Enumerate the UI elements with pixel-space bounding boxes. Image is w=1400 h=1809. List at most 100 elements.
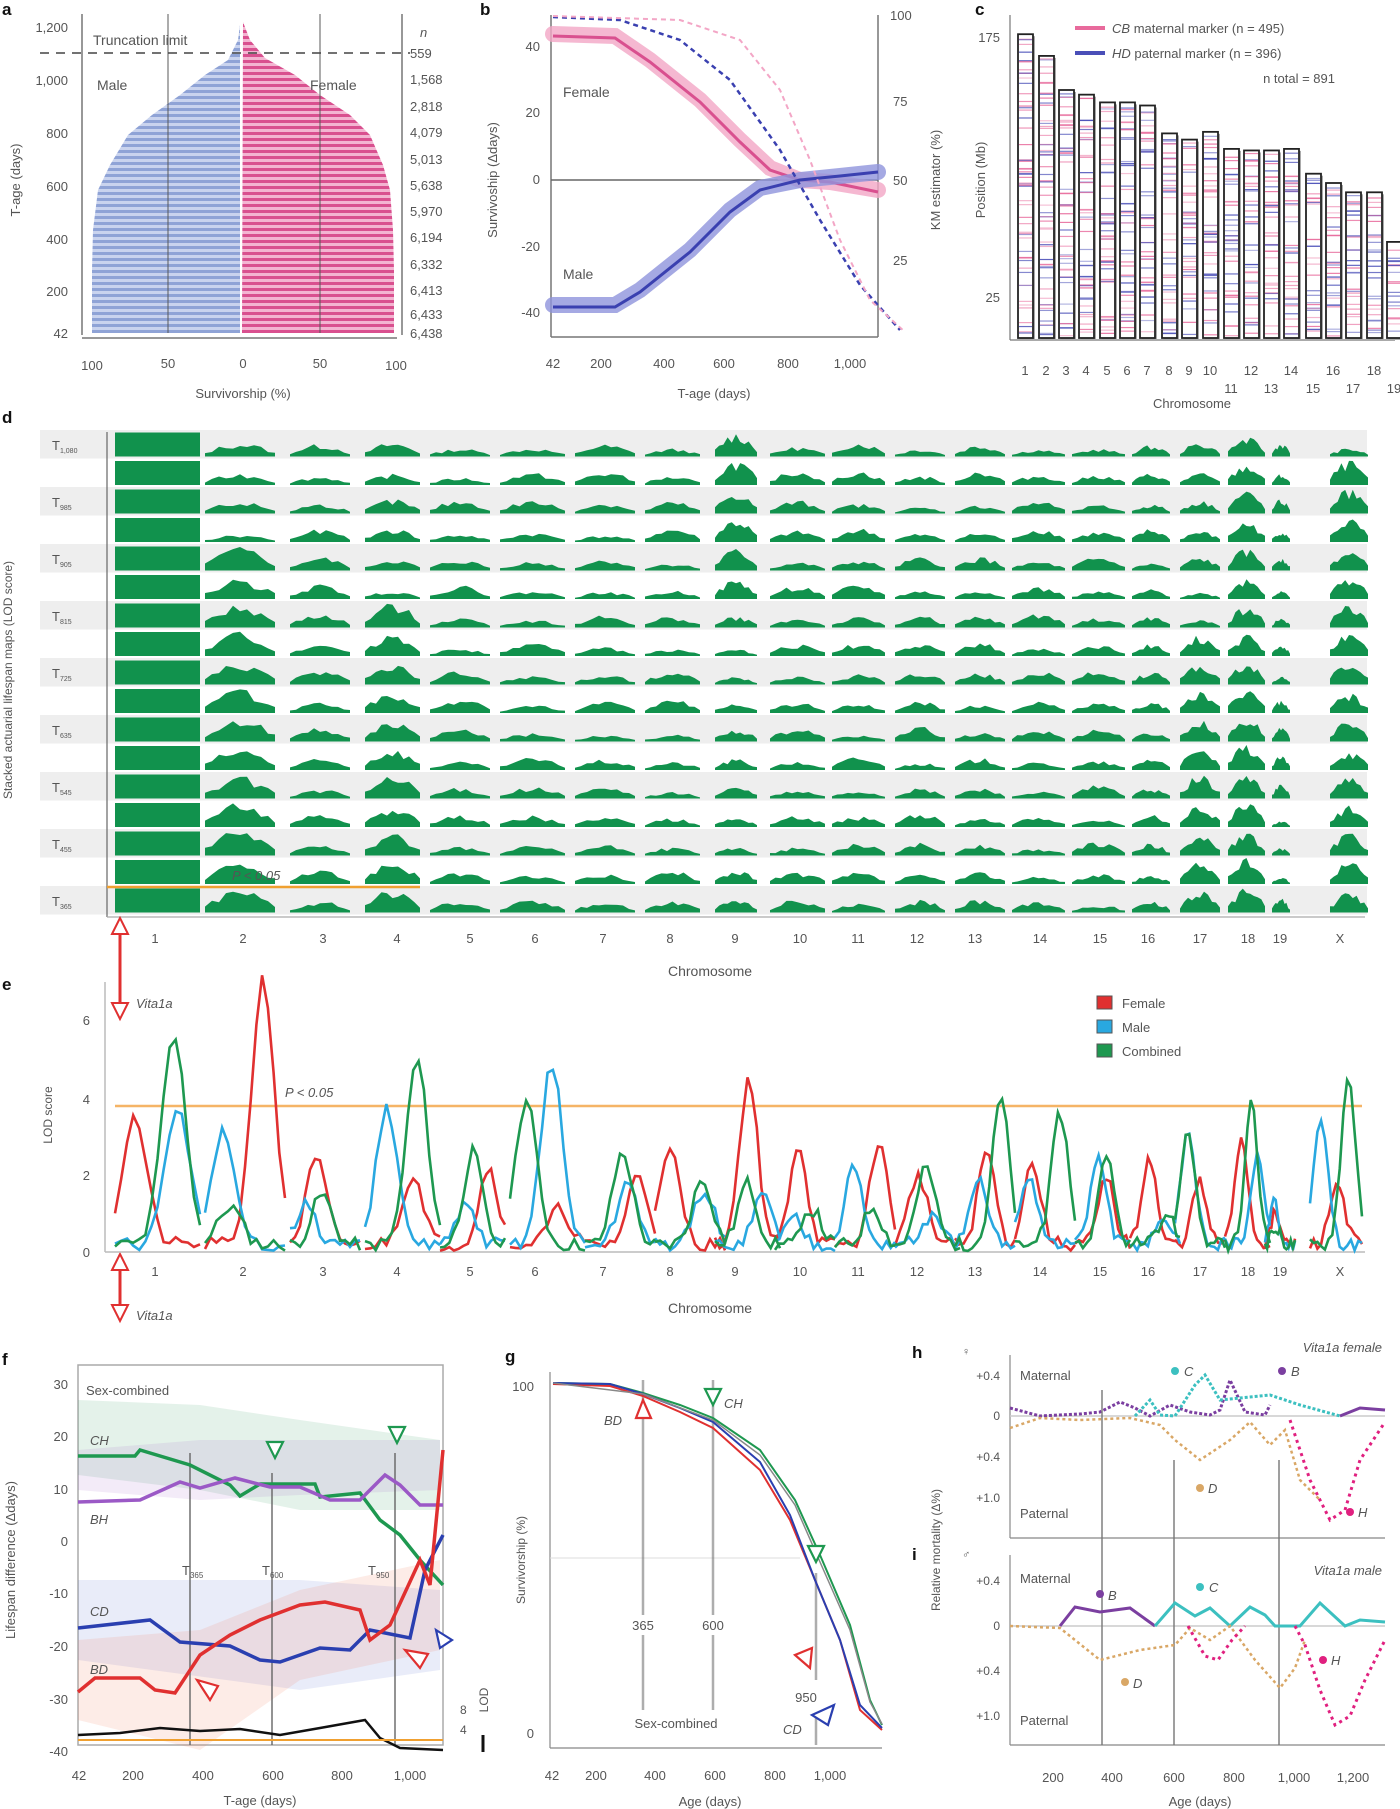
svg-text:50: 50	[161, 356, 175, 371]
f-t365: T365	[182, 1563, 204, 1580]
svg-text:6,413: 6,413	[410, 283, 443, 298]
panel-g-xlabel: Age (days)	[679, 1794, 742, 1809]
svg-text:13: 13	[968, 1264, 982, 1279]
h-sex-symbol: ♀	[962, 1346, 970, 1358]
panel-h: h Maternal Paternal Vita1a female ♀ +0.4…	[912, 1340, 1387, 1539]
male-line	[553, 170, 879, 309]
svg-text:14: 14	[1033, 1264, 1047, 1279]
panel-d: d T1,080T985T905T815T725T635T545T455T365…	[1, 408, 1368, 979]
svg-text:2: 2	[239, 931, 246, 946]
panel-c: c CB maternal marker (n = 495) HD patern…	[973, 0, 1400, 411]
svg-text:4,079: 4,079	[410, 125, 443, 140]
panel-f-ylabel: Lifespan difference (Δdays)	[3, 1481, 18, 1639]
legend-cb: CB maternal marker (n = 495)	[1112, 21, 1284, 36]
panel-hi-ylabel: Relative mortality (Δ%)	[929, 1489, 943, 1611]
f-ch-label: CH	[90, 1433, 109, 1448]
h-C-label: C	[1184, 1364, 1194, 1379]
svg-text:13: 13	[968, 931, 982, 946]
panel-b-y2-ticks: 100 75 50 25	[890, 8, 912, 268]
svg-text:42: 42	[546, 356, 560, 371]
svg-text:1: 1	[151, 1264, 158, 1279]
male-survivorship-bars	[92, 25, 240, 333]
svg-text:1,000: 1,000	[814, 1768, 847, 1783]
svg-text:14: 14	[1284, 363, 1298, 378]
legend-combined: Combined	[1122, 1044, 1181, 1059]
svg-text:2: 2	[83, 1168, 90, 1183]
svg-text:42: 42	[545, 1768, 559, 1783]
svg-text:800: 800	[777, 356, 799, 371]
panel-f-label: f	[2, 1350, 8, 1369]
panel-d-label: d	[2, 408, 12, 427]
n-header: n	[420, 25, 427, 40]
svg-text:16: 16	[1326, 363, 1340, 378]
km-female-curve	[552, 15, 906, 333]
svg-text:800: 800	[46, 126, 68, 141]
svg-text:0: 0	[993, 1619, 1000, 1633]
i-paternal: Paternal	[1020, 1713, 1069, 1728]
svg-text:19: 19	[1273, 1264, 1287, 1279]
svg-text:7: 7	[599, 931, 606, 946]
svg-text:3: 3	[319, 931, 326, 946]
svg-text:200: 200	[590, 356, 612, 371]
svg-text:1,200: 1,200	[35, 20, 68, 35]
panel-g-x-ticks: 42 200 400 600 800 1,000	[545, 1768, 847, 1783]
g-title: Sex-combined	[634, 1716, 717, 1731]
panel-g-ylabel: Survivorship (%)	[514, 1516, 528, 1604]
svg-text:400: 400	[46, 232, 68, 247]
svg-text:1,200: 1,200	[1337, 1770, 1370, 1785]
i-C-label: C	[1209, 1580, 1219, 1595]
svg-text:10: 10	[54, 1482, 68, 1497]
panel-c-ylabel: Position (Mb)	[973, 142, 988, 219]
svg-text:5,638: 5,638	[410, 178, 443, 193]
svg-text:5,970: 5,970	[410, 204, 443, 219]
h-B-label: B	[1291, 1364, 1300, 1379]
svg-text:-20: -20	[49, 1639, 68, 1654]
vita1a-top: Vita1a	[136, 996, 173, 1011]
svg-text:1,568: 1,568	[410, 72, 443, 87]
svg-text:50: 50	[893, 173, 907, 188]
svg-text:18: 18	[1367, 363, 1381, 378]
svg-text:5,013: 5,013	[410, 152, 443, 167]
svg-text:40: 40	[526, 39, 540, 54]
f-lod-label: LOD	[477, 1687, 491, 1712]
f-t600: T600	[262, 1563, 284, 1580]
vita1a-bottom: Vita1a	[136, 1308, 173, 1323]
svg-text:100: 100	[81, 358, 103, 373]
svg-text:4: 4	[1082, 363, 1089, 378]
panel-b-y-ticks: 40 20 0 -20 -40	[521, 39, 540, 320]
e-chromosome-labels: 1 2 3 4 5 6 7 8 9 10 11 12 13 14 15 16 17 18 19 X	[151, 1264, 1344, 1279]
g-bh-curve	[552, 1382, 883, 1725]
svg-text:559: 559	[410, 46, 432, 61]
svg-text:4: 4	[83, 1092, 90, 1107]
panel-a-x-ticks: 100 50 0 50 100	[81, 356, 407, 373]
h-paternal: Paternal	[1020, 1506, 1069, 1521]
panel-c-label: c	[975, 0, 984, 19]
svg-text:50: 50	[313, 356, 327, 371]
panel-i-label: i	[912, 1545, 917, 1564]
h-H-label: H	[1358, 1505, 1368, 1520]
svg-text:-20: -20	[521, 239, 540, 254]
legend-total: n total = 891	[1263, 71, 1335, 86]
f-lod-line	[77, 1718, 444, 1752]
svg-text:6,433: 6,433	[410, 307, 443, 322]
panel-a-label: a	[2, 0, 12, 19]
svg-text:+1.0: +1.0	[976, 1491, 1000, 1505]
e-threshold-label: P < 0.05	[285, 1085, 334, 1100]
h-title: Vita1a female	[1303, 1340, 1382, 1355]
svg-text:1: 1	[1021, 363, 1028, 378]
truncation-label: Truncation limit	[93, 32, 188, 48]
svg-text:200: 200	[1042, 1770, 1064, 1785]
svg-text:-10: -10	[49, 1586, 68, 1601]
svg-text:8: 8	[1165, 363, 1172, 378]
svg-text:+0.4: +0.4	[976, 1369, 1000, 1383]
f-bh-label: BH	[90, 1512, 109, 1527]
svg-text:10: 10	[1203, 363, 1217, 378]
svg-text:1: 1	[151, 931, 158, 946]
i-maternal: Maternal	[1020, 1571, 1071, 1586]
svg-text:600: 600	[704, 1768, 726, 1783]
female-label: Female	[310, 77, 357, 93]
i-H-line	[1186, 1624, 1387, 1728]
svg-text:6,438: 6,438	[410, 326, 443, 341]
svg-text:6,194: 6,194	[410, 230, 443, 245]
